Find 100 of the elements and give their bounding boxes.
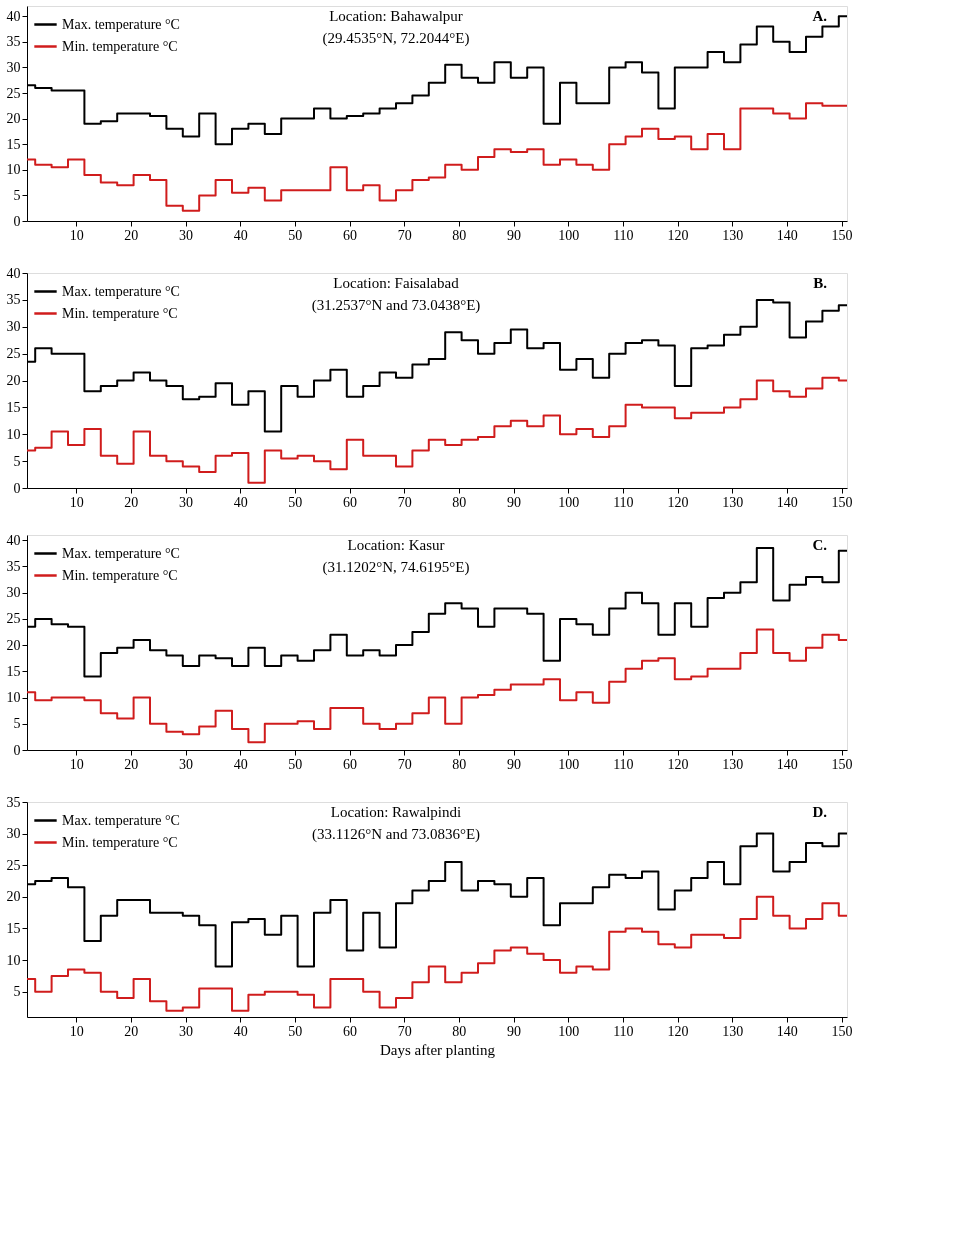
legend-label: Min. temperature °C — [62, 305, 178, 321]
annotation: Location: Faisalabad — [333, 275, 460, 291]
x-tick-label: 30 — [179, 1023, 194, 1039]
x-tick-label: 120 — [667, 227, 689, 243]
y-tick-label: 35 — [6, 794, 21, 810]
x-tick-label: 20 — [124, 1023, 139, 1039]
y-tick-label: 40 — [6, 265, 21, 281]
x-tick-label: 150 — [831, 1023, 853, 1039]
x-tick-label: 30 — [179, 494, 194, 510]
y-tick-label: 10 — [6, 952, 21, 968]
y-tick-label: 10 — [6, 426, 21, 442]
x-tick-label: 100 — [558, 756, 580, 772]
annotation: D. — [812, 804, 828, 820]
x-tick-label: 100 — [558, 1023, 580, 1039]
y-tick-label: 0 — [13, 213, 21, 229]
x-axis-title: Days after planting — [380, 1041, 496, 1058]
x-tick-label: 70 — [397, 756, 412, 772]
x-tick-label: 40 — [233, 756, 248, 772]
x-tick-label: 90 — [507, 227, 522, 243]
y-tick-label: 0 — [13, 480, 21, 496]
annotation: C. — [812, 537, 828, 553]
y-tick-label: 10 — [6, 690, 21, 706]
y-tick-label: 30 — [6, 585, 21, 601]
y-tick-label: 30 — [6, 319, 21, 335]
x-tick-label: 70 — [397, 1023, 412, 1039]
y-tick-label: 20 — [6, 373, 21, 388]
x-tick-label: 10 — [69, 494, 84, 510]
y-tick-label: 5 — [13, 984, 21, 1000]
y-tick-label: 5 — [13, 187, 21, 203]
annotation: (31.2537°N and 73.0438°E) — [311, 297, 481, 314]
x-tick-label: 70 — [397, 227, 412, 243]
y-tick-label: 30 — [6, 59, 21, 75]
x-tick-label: 150 — [831, 227, 853, 243]
y-tick-label: 20 — [6, 637, 21, 653]
annotation: Location: Rawalpindi — [330, 804, 462, 820]
x-tick-label: 50 — [288, 756, 303, 772]
x-tick-label: 30 — [179, 756, 194, 772]
y-tick-label: 15 — [6, 399, 21, 415]
y-tick-label: 35 — [6, 558, 21, 574]
x-tick-label: 20 — [124, 494, 139, 510]
x-tick-label: 110 — [613, 494, 634, 510]
x-tick-label: 130 — [722, 227, 744, 243]
x-tick-label: 120 — [667, 756, 689, 772]
x-tick-label: 120 — [667, 494, 689, 510]
x-tick-label: 100 — [558, 494, 580, 510]
x-tick-label: 50 — [288, 227, 303, 243]
y-tick-label: 40 — [6, 532, 21, 548]
x-tick-label: 30 — [179, 227, 194, 243]
legend-label: Max. temperature °C — [62, 283, 180, 299]
x-tick-label: 60 — [343, 494, 358, 510]
x-tick-label: 60 — [343, 756, 358, 772]
x-tick-label: 90 — [507, 1023, 522, 1039]
x-tick-label: 60 — [343, 227, 358, 243]
x-tick-label: 10 — [69, 756, 84, 772]
y-tick-label: 10 — [6, 162, 21, 178]
y-tick-label: 35 — [6, 292, 21, 308]
x-tick-label: 80 — [452, 227, 467, 243]
x-tick-label: 50 — [288, 1023, 303, 1039]
y-tick-label: 40 — [6, 8, 21, 24]
x-tick-label: 20 — [124, 756, 139, 772]
y-tick-label: 15 — [6, 663, 21, 679]
y-tick-label: 5 — [13, 716, 21, 732]
x-tick-label: 140 — [776, 227, 798, 243]
x-tick-label: 80 — [452, 756, 467, 772]
y-tick-label: 25 — [6, 85, 21, 101]
x-tick-label: 80 — [452, 1023, 467, 1039]
y-tick-label: 25 — [6, 346, 21, 362]
x-tick-label: 130 — [722, 756, 744, 772]
x-tick-label: 50 — [288, 494, 303, 510]
x-tick-label: 110 — [613, 756, 634, 772]
annotation: B. — [813, 275, 828, 291]
x-tick-label: 40 — [233, 227, 248, 243]
x-tick-label: 150 — [831, 756, 853, 772]
y-tick-label: 15 — [6, 136, 21, 152]
legend-label: Max. temperature °C — [62, 812, 180, 828]
x-tick-label: 150 — [831, 494, 853, 510]
x-tick-label: 110 — [613, 227, 634, 243]
x-tick-label: 10 — [69, 1023, 84, 1039]
legend-label: Max. temperature °C — [62, 16, 180, 32]
annotation: A. — [812, 8, 828, 24]
x-tick-label: 40 — [233, 1023, 248, 1039]
x-tick-label: 10 — [69, 227, 84, 243]
legend-label: Min. temperature °C — [62, 38, 178, 54]
annotation: Location: Bahawalpur — [329, 8, 463, 24]
x-tick-label: 70 — [397, 494, 412, 510]
x-tick-label: 140 — [776, 756, 798, 772]
x-tick-label: 130 — [722, 1023, 744, 1039]
y-tick-label: 25 — [6, 857, 21, 873]
y-tick-label: 35 — [6, 34, 21, 50]
x-tick-label: 120 — [667, 1023, 689, 1039]
y-tick-label: 20 — [6, 111, 21, 127]
y-tick-label: 30 — [6, 826, 21, 842]
annotation: Location: Kasur — [347, 537, 445, 553]
x-tick-label: 90 — [507, 494, 522, 510]
y-tick-label: 25 — [6, 611, 21, 627]
x-tick-label: 130 — [722, 494, 744, 510]
x-tick-label: 60 — [343, 1023, 358, 1039]
x-tick-label: 80 — [452, 494, 467, 510]
annotation: (29.4535°N, 72.2044°E) — [322, 30, 470, 47]
legend-label: Min. temperature °C — [62, 567, 178, 583]
